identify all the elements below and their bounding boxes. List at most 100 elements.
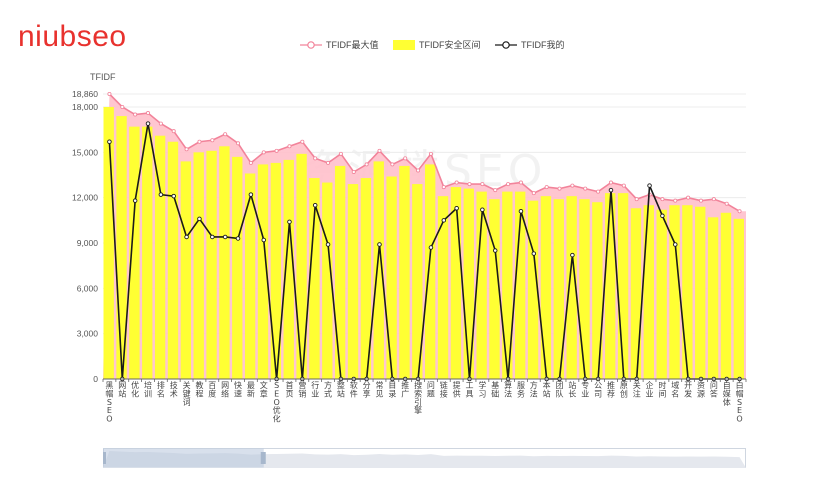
x-tick-label: 快速: [234, 380, 242, 398]
y-tick-label: 6,000: [77, 283, 99, 293]
x-tick-label: 问题: [427, 381, 435, 398]
y-tick-label: 18,860: [72, 89, 98, 99]
mine-point: [608, 187, 614, 193]
series-max-line: [107, 92, 742, 214]
legend: TFIDF最大值 TFIDF安全区间 TFIDF我的: [300, 38, 577, 50]
max-point: [428, 151, 433, 156]
x-tick-label: 最新: [247, 381, 255, 398]
x-tick-label: 网络: [221, 381, 229, 398]
mine-point: [660, 213, 665, 219]
mine-point: [235, 236, 241, 241]
safe-bar: [450, 187, 462, 379]
max-point: [223, 132, 228, 137]
safe-bar: [347, 184, 359, 379]
x-tick-label: 黑帽 S E O: [105, 381, 113, 424]
max-point: [364, 162, 369, 167]
max-point: [390, 162, 395, 167]
zoom-handle-left[interactable]: [103, 452, 106, 464]
safe-bar: [592, 202, 603, 379]
max-point: [596, 189, 601, 194]
safe-bar: [630, 208, 642, 379]
x-tick-label: 关注: [633, 380, 641, 398]
safe-bar: [296, 153, 307, 379]
x-tick-label: S E O 优化: [273, 381, 281, 424]
safe-bar: [206, 150, 217, 379]
x-tick-label: 推荐: [607, 380, 615, 398]
safe-bar: [257, 164, 269, 379]
safe-bar: [489, 199, 500, 379]
x-tick-label: 推广: [401, 380, 409, 398]
zoom-handle-right[interactable]: [260, 452, 266, 464]
x-tick-label: 教程: [195, 380, 203, 398]
max-point: [480, 182, 485, 187]
max-point: [351, 169, 356, 174]
max-point: [557, 186, 562, 191]
mine-point: [492, 248, 498, 253]
x-tick-label: 链接: [440, 380, 448, 398]
x-tick-label: 整站: [337, 380, 345, 398]
safe-bar: [669, 205, 680, 379]
mine-point: [197, 216, 202, 222]
mine-point: [248, 192, 254, 197]
legend-item-safe[interactable]: TFIDF安全区间: [393, 38, 481, 51]
mine-point: [647, 183, 652, 188]
max-point: [377, 148, 382, 153]
safe-bar: [283, 159, 294, 379]
x-tick-label: 问答: [710, 381, 718, 398]
safe-bar: [617, 193, 629, 379]
max-point: [300, 139, 305, 144]
x-tick-label: 提供: [453, 380, 461, 398]
legend-item-mine[interactable]: TFIDF我的: [495, 38, 565, 51]
legend-rect-icon: [393, 39, 416, 50]
mine-point: [531, 251, 537, 256]
mine-point: [570, 252, 575, 258]
brand-logo: niubseo: [18, 20, 127, 53]
mine-point: [454, 205, 459, 211]
max-point: [493, 188, 498, 193]
zoom-window[interactable]: [103, 448, 264, 468]
max-point: [146, 111, 151, 116]
mine-point: [210, 234, 215, 240]
x-tick-label: 行业: [311, 380, 319, 398]
x-tick-label: 关键词: [183, 380, 191, 407]
max-point: [660, 197, 665, 202]
max-point: [583, 186, 588, 191]
data-zoom-slider[interactable]: [103, 448, 746, 468]
max-point: [711, 197, 716, 202]
safe-bar: [540, 196, 552, 379]
y-tick-label: 12,000: [72, 193, 98, 203]
safe-bar: [476, 191, 487, 379]
max-point: [107, 92, 112, 97]
x-tick-label: 百度: [208, 381, 216, 398]
legend-item-max[interactable]: TFIDF最大值: [300, 38, 379, 51]
x-tick-label: 目录: [388, 381, 396, 398]
max-point: [698, 198, 703, 203]
y-tick-label: 3,000: [77, 329, 99, 339]
y-axis-label: TFIDF: [90, 72, 116, 82]
safe-bar: [695, 206, 706, 379]
x-tick-label: 分享: [363, 381, 371, 398]
safe-bar: [399, 165, 410, 379]
max-point: [621, 183, 626, 188]
x-tick-label: 服务: [517, 381, 525, 398]
safe-bar: [386, 176, 397, 379]
max-point: [171, 129, 176, 134]
mine-point: [132, 198, 138, 203]
safe-bar: [309, 178, 320, 379]
safe-bar: [579, 199, 590, 379]
safe-bar: [463, 188, 474, 379]
y-tick-label: 9,000: [77, 238, 99, 248]
x-tick-label: 原创: [620, 381, 628, 398]
y-tick-label: 0: [93, 374, 98, 384]
safe-bar: [515, 191, 526, 379]
safe-bar: [232, 156, 243, 379]
safe-bar: [244, 173, 256, 379]
max-point: [197, 139, 202, 144]
max-point: [287, 144, 292, 149]
x-tick-label: 公司: [594, 381, 602, 398]
max-point: [454, 180, 459, 185]
x-tick-label: 方法: [530, 380, 538, 398]
x-tick-label: 资源: [697, 380, 705, 398]
safe-bar: [733, 218, 744, 379]
x-tick-label: 基础: [491, 380, 499, 398]
